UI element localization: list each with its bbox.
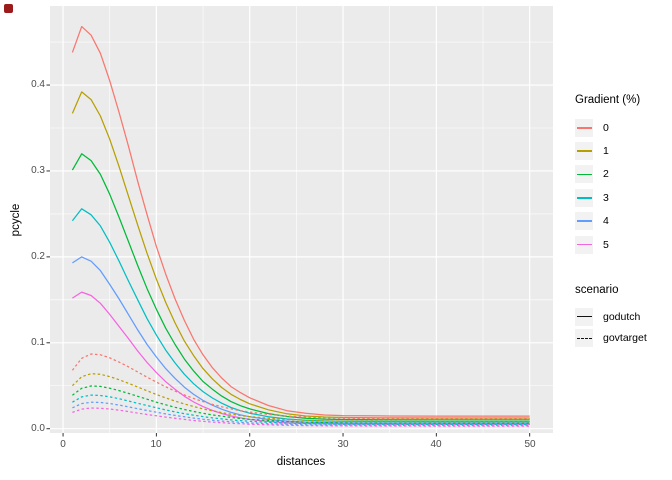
legend-item-govtarget: govtarget: [575, 328, 647, 350]
legend-item-label: govtarget: [603, 332, 647, 345]
legend-item-gradient-4: 4: [575, 210, 640, 233]
legend-item-label: 1: [603, 145, 609, 158]
x-axis-tick-label: 40: [430, 439, 442, 450]
legend-key-swatch: [575, 188, 593, 207]
legend-item-gradient-2: 2: [575, 163, 640, 186]
legend-item-label: 3: [603, 191, 609, 204]
legend-key-swatch: [575, 307, 593, 326]
legend-item-label: 0: [603, 121, 609, 134]
solid-line-icon: [576, 197, 592, 199]
y-axis-tick-label: 0.4: [31, 79, 45, 90]
y-axis-tick-label: 0.2: [31, 251, 45, 262]
legend-item-gradient-0: 0: [575, 116, 640, 139]
solid-line-icon: [576, 243, 592, 246]
legend-item-label: 4: [603, 215, 609, 228]
y-axis-title: pcycle: [10, 203, 22, 237]
legend-gradient: Gradient (%) 0 1 2 3 4 5: [575, 93, 640, 256]
legend-item-label: 5: [603, 238, 609, 251]
legend-item-gradient-3: 3: [575, 186, 640, 209]
solid-line-icon: [576, 150, 592, 152]
solid-line-icon: [576, 173, 592, 176]
x-axis-tick-label: 0: [60, 439, 66, 450]
legend-item-label: 2: [603, 168, 609, 181]
legend-key-swatch: [575, 142, 593, 161]
y-axis-tick-label: 0.0: [31, 423, 45, 434]
x-axis-tick-label: 50: [524, 439, 536, 450]
record-indicator-icon: [4, 4, 13, 13]
legend-item-label: godutch: [603, 310, 641, 323]
dashed-line-icon: [576, 337, 592, 339]
solid-line-icon: [576, 316, 592, 318]
x-axis-tick-label: 20: [244, 439, 256, 450]
y-axis-tick-label: 0.3: [31, 165, 45, 176]
legend-item-gradient-5: 5: [575, 233, 640, 256]
legend-item-godutch: godutch: [575, 306, 647, 328]
solid-line-icon: [576, 126, 592, 129]
legend-key-swatch: [575, 329, 593, 348]
x-axis-title: distances: [276, 456, 326, 468]
x-axis-tick-label: 30: [337, 439, 349, 450]
x-axis-tick-label: 10: [150, 439, 162, 450]
legend-key-swatch: [575, 165, 593, 184]
legend-scenario: scenario godutch govtarget: [575, 283, 647, 349]
legend-item-gradient-1: 1: [575, 139, 640, 162]
y-axis-tick-label: 0.1: [31, 337, 45, 348]
solid-line-icon: [576, 220, 592, 223]
legend-key-swatch: [575, 118, 593, 137]
legend-key-swatch: [575, 235, 593, 254]
legend-key-swatch: [575, 212, 593, 231]
legend-gradient-title: Gradient (%): [575, 94, 641, 106]
legend-scenario-title: scenario: [575, 284, 619, 296]
